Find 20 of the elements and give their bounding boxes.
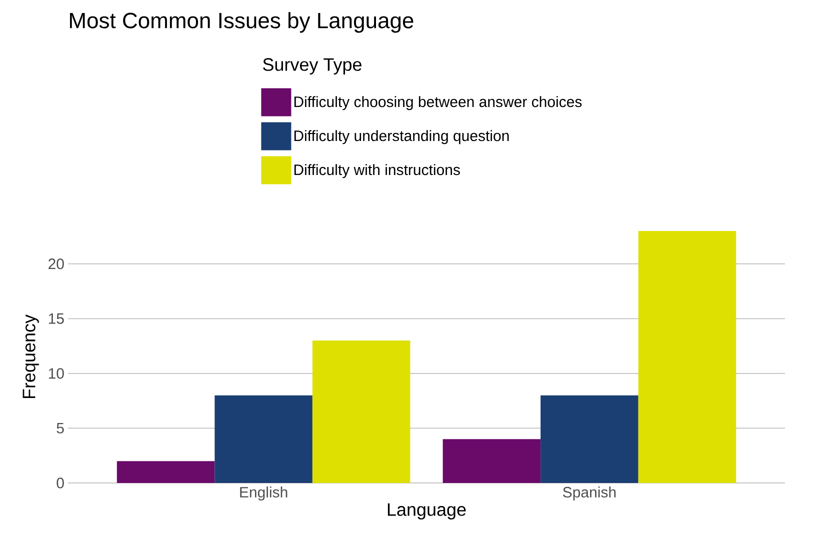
bar bbox=[312, 340, 410, 483]
y-tick-label: 20 bbox=[48, 258, 64, 270]
y-tick-label: 5 bbox=[56, 422, 64, 434]
bar bbox=[442, 439, 541, 483]
bar bbox=[116, 461, 215, 483]
legend-title: Survey Type bbox=[263, 58, 362, 74]
bar bbox=[638, 230, 736, 483]
legend-label: Difficulty choosing between answer choices bbox=[294, 96, 582, 110]
x-tick-label: English bbox=[240, 486, 288, 500]
legend-label: Difficulty with instructions bbox=[294, 164, 460, 178]
y-tick-label: 10 bbox=[48, 368, 64, 379]
y-tick-label: 15 bbox=[48, 313, 64, 324]
y-tick-label: 0 bbox=[56, 478, 64, 488]
chart-title: Most Common Issues by Language bbox=[70, 12, 414, 33]
x-tick-label: Spanish bbox=[563, 486, 616, 500]
legend-label: Difficulty understanding question bbox=[294, 130, 509, 144]
bar bbox=[540, 395, 638, 483]
x-axis-title: Language bbox=[388, 503, 466, 520]
bar bbox=[214, 395, 312, 483]
y-axis-title: Frequency bbox=[22, 314, 39, 398]
